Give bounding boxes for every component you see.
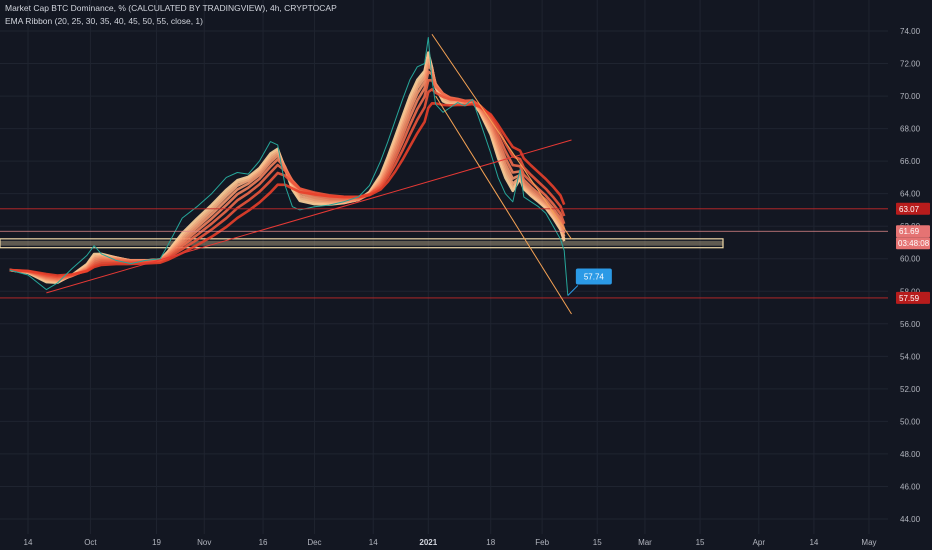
y-tick-label: 64.00	[900, 190, 921, 199]
support-zone-box[interactable]	[0, 238, 724, 249]
callout-pointer	[567, 285, 579, 296]
x-tick-label: Dec	[307, 538, 321, 547]
price-tag-mid-level[interactable]	[896, 225, 930, 238]
y-tick-label: 56.00	[900, 320, 921, 329]
y-tick-label: 48.00	[900, 450, 921, 459]
y-tick-label: 70.00	[900, 92, 921, 101]
price-tag-label: 63.07	[899, 205, 920, 214]
indicator-legend[interactable]: EMA Ribbon (20, 25, 30, 35, 40, 45, 50, …	[5, 16, 203, 26]
x-tick-label: 18	[486, 538, 495, 547]
y-tick-label: 54.00	[900, 352, 921, 361]
y-tick-label: 68.00	[900, 125, 921, 134]
x-axis[interactable]: 14 Oct 19 Nov 16 Dec 14 2021 18 Feb 15 Mar 15 Apr 14 Ma…	[24, 538, 877, 547]
y-tick-label: 44.00	[900, 515, 921, 524]
ema-band-8	[9, 102, 566, 277]
y-tick-label: 52.00	[900, 385, 921, 394]
x-tick-label: 14	[369, 538, 378, 547]
x-tick-label: 15	[593, 538, 602, 547]
support-zone-fill	[0, 240, 723, 246]
x-tick-label: Apr	[753, 538, 766, 547]
timer-label: 03:48:08	[898, 239, 930, 248]
y-axis[interactable]: 74.0072.0070.0068.0066.0064.0062.0060.00…	[896, 27, 930, 524]
y-tick-label: 66.00	[900, 157, 921, 166]
x-tick-label: May	[861, 538, 876, 547]
timer-tag	[896, 237, 930, 250]
trendline-channel-lower[interactable]	[435, 95, 572, 315]
x-tick-label: Oct	[84, 538, 97, 547]
callout-value: 57.74	[584, 272, 605, 281]
y-tick-label: 46.00	[900, 482, 921, 491]
y-tick-label: 74.00	[900, 27, 921, 36]
y-tick-label: 50.00	[900, 417, 921, 426]
price-line[interactable]	[9, 37, 569, 296]
x-tick-label: 14	[809, 538, 818, 547]
x-tick-label: 2021	[419, 538, 437, 547]
x-tick-label: 15	[696, 538, 705, 547]
chart-title: Market Cap BTC Dominance, % (CALCULATED …	[5, 3, 337, 13]
x-tick-label: Mar	[638, 538, 652, 547]
price-line-layer	[9, 37, 569, 296]
price-tag-label: 57.59	[899, 294, 920, 303]
price-tag-label: 61.69	[899, 227, 920, 236]
y-tick-label: 72.00	[900, 60, 921, 69]
current-value-callout-layer: 57.74	[567, 268, 612, 296]
y-tick-label: 58.00	[900, 287, 921, 296]
x-tick-label: Feb	[535, 538, 549, 547]
y-tick-label: 60.00	[900, 255, 921, 264]
x-tick-label: Nov	[197, 538, 211, 547]
price-tag-support[interactable]	[896, 291, 930, 304]
trendlines	[46, 33, 572, 315]
price-tag-resistance[interactable]	[896, 202, 930, 215]
callout-box[interactable]	[575, 268, 612, 285]
x-tick-label: 16	[259, 538, 268, 547]
trendline-channel-upper[interactable]	[431, 33, 572, 240]
x-tick-label: 19	[152, 538, 161, 547]
support-zone-layer	[0, 238, 724, 249]
horizontal-levels	[0, 208, 888, 299]
x-tick-label: 14	[24, 538, 33, 547]
trendline-rising-support[interactable]	[46, 139, 572, 294]
